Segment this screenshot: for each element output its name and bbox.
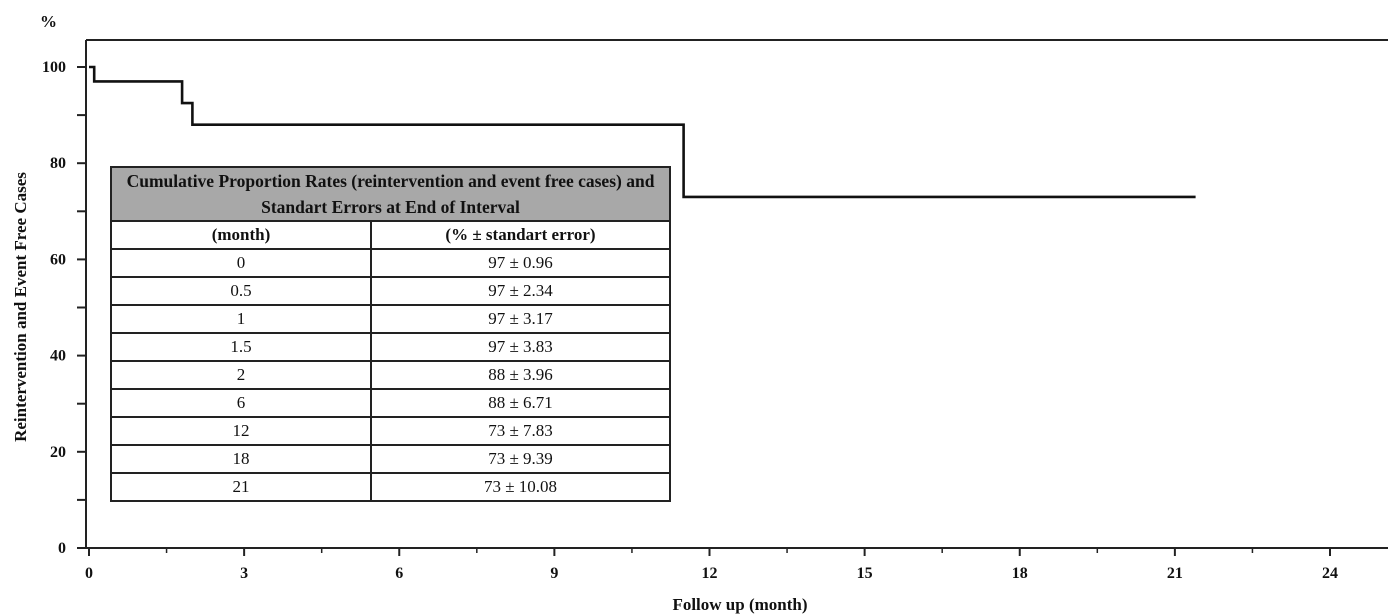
y-axis-title: Reintervention and Event Free Cases bbox=[11, 172, 30, 442]
table-cell-rate: 97 ± 3.83 bbox=[369, 332, 672, 362]
table-cell-rate: 73 ± 9.39 bbox=[369, 444, 672, 474]
table-cell-month: 12 bbox=[110, 416, 372, 446]
y-tick-label: 0 bbox=[58, 540, 66, 557]
table-row: 0.5 97 ± 2.34 bbox=[110, 276, 672, 306]
x-tick-label: 9 bbox=[550, 565, 558, 582]
table-cell-month: 1 bbox=[110, 304, 372, 334]
x-tick-label: 0 bbox=[85, 565, 93, 582]
table-cell-rate: 97 ± 3.17 bbox=[369, 304, 672, 334]
table-body: 0 97 ± 0.96 0.5 97 ± 2.34 1 97 ± 3.17 1.5 97 ± … bbox=[110, 248, 672, 502]
x-tick-label: 3 bbox=[240, 565, 248, 582]
table-cell-month: 1.5 bbox=[110, 332, 372, 362]
table-row: 1.5 97 ± 3.83 bbox=[110, 332, 672, 362]
x-ticks: 0 3 6 9 12 15 18 21 24 bbox=[85, 548, 1338, 582]
y-tick-label: 80 bbox=[50, 155, 66, 172]
axes bbox=[85, 39, 1388, 549]
table-cell-month: 18 bbox=[110, 444, 372, 474]
series-layer bbox=[89, 65, 1196, 199]
table-row: 18 73 ± 9.39 bbox=[110, 444, 672, 474]
table-cell-month: 21 bbox=[110, 472, 372, 502]
table-cell-rate: 73 ± 7.83 bbox=[369, 416, 672, 446]
x-tick-label: 15 bbox=[857, 565, 873, 582]
x-tick-label: 12 bbox=[702, 565, 718, 582]
x-tick-label: 24 bbox=[1322, 565, 1338, 582]
table-row: 12 73 ± 7.83 bbox=[110, 416, 672, 446]
table-cell-month: 2 bbox=[110, 360, 372, 390]
x-tick-label: 18 bbox=[1012, 565, 1028, 582]
table-cell-rate: 73 ± 10.08 bbox=[369, 472, 672, 502]
table-row: 1 97 ± 3.17 bbox=[110, 304, 672, 334]
x-tick-label: 21 bbox=[1167, 565, 1183, 582]
table-title: Cumulative Proportion Rates (reintervent… bbox=[109, 166, 672, 222]
y-unit-label: % bbox=[40, 12, 57, 31]
y-tick-label: 40 bbox=[50, 348, 66, 365]
y-tick-label: 20 bbox=[50, 444, 66, 461]
summary-table: Cumulative Proportion Rates (reintervent… bbox=[109, 166, 672, 502]
table-cell-month: 0.5 bbox=[110, 276, 372, 306]
table-row: 0 97 ± 0.96 bbox=[110, 248, 672, 278]
table-row: 21 73 ± 10.08 bbox=[110, 472, 672, 502]
table-cell-rate: 88 ± 3.96 bbox=[369, 360, 672, 390]
column-header-month: (month) bbox=[110, 220, 372, 250]
y-tick-label: 100 bbox=[42, 59, 66, 76]
column-header-rate: (% ± standart error) bbox=[369, 220, 672, 250]
table-row: 2 88 ± 3.96 bbox=[110, 360, 672, 390]
table-cell-rate: 88 ± 6.71 bbox=[369, 388, 672, 418]
table-cell-month: 0 bbox=[110, 248, 372, 278]
table-cell-rate: 97 ± 0.96 bbox=[369, 248, 672, 278]
table-row: 6 88 ± 6.71 bbox=[110, 388, 672, 418]
y-ticks: 0 20 40 60 80 100 bbox=[42, 59, 86, 557]
x-axis-title: Follow up (month) bbox=[672, 595, 807, 614]
y-tick-label: 60 bbox=[50, 251, 66, 268]
table-header-row: (month) (% ± standart error) bbox=[110, 220, 672, 250]
x-tick-label: 6 bbox=[395, 565, 403, 582]
table-title-row: Cumulative Proportion Rates (reintervent… bbox=[109, 166, 672, 222]
survival-step-line bbox=[89, 65, 1196, 199]
table-cell-month: 6 bbox=[110, 388, 372, 418]
table-cell-rate: 97 ± 2.34 bbox=[369, 276, 672, 306]
